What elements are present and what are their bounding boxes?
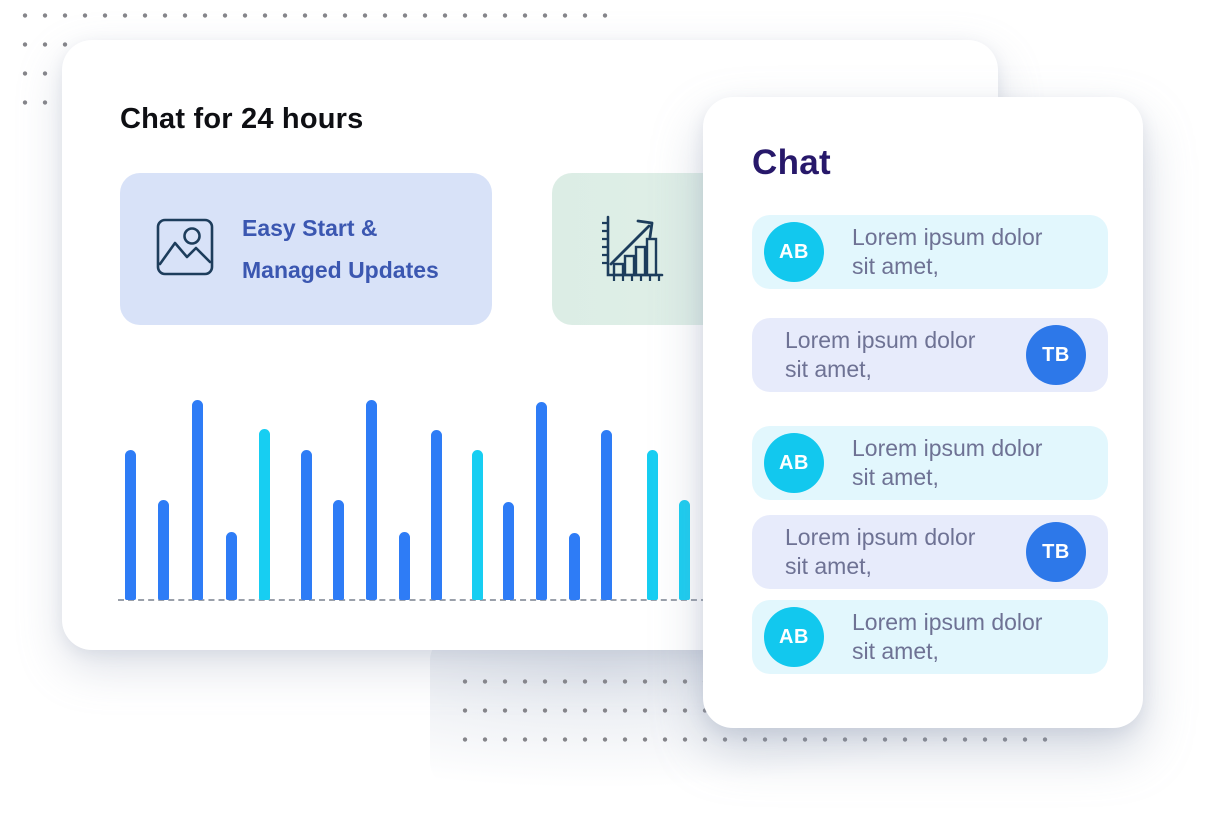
chat-title: Chat (752, 143, 831, 182)
chart-bar (333, 500, 344, 600)
chart-bar (503, 502, 514, 600)
chart-bar (366, 400, 377, 600)
chart-bar (472, 450, 483, 600)
message-text: Lorem ipsum dolor sit amet, (785, 327, 976, 382)
chat-message[interactable]: AB Lorem ipsum dolor sit amet, (752, 600, 1108, 674)
avatar: TB (1026, 325, 1086, 385)
chart-bar (158, 500, 169, 600)
chart-bar (125, 450, 136, 600)
chart-bar (536, 402, 547, 600)
chart-bar (192, 400, 203, 600)
chart-bar (679, 500, 690, 600)
chart-bar (259, 429, 270, 600)
chat-message[interactable]: AB Lorem ipsum dolor sit amet, (752, 215, 1108, 289)
message-text: Lorem ipsum dolor sit amet, (852, 224, 1043, 279)
chart-bar (431, 430, 442, 600)
message-text: Lorem ipsum dolor sit amet, (852, 609, 1043, 664)
image-icon (155, 217, 215, 282)
chat-message[interactable]: AB Lorem ipsum dolor sit amet, (752, 426, 1108, 500)
feature-label-line2: Managed Updates (242, 257, 439, 283)
feature-tile-easy-start[interactable]: Easy Start & Managed Updates (120, 173, 492, 325)
avatar: AB (764, 607, 824, 667)
growth-chart-icon (594, 211, 666, 288)
chart-bar (226, 532, 237, 600)
chart-baseline (118, 599, 707, 601)
chat-panel: Chat AB Lorem ipsum dolor sit amet, Lore… (703, 97, 1143, 728)
avatar: TB (1026, 522, 1086, 582)
avatar: AB (764, 433, 824, 493)
feature-label-line1: Easy Start & (242, 215, 378, 241)
page-title: Chat for 24 hours (120, 103, 364, 135)
message-text: Lorem ipsum dolor sit amet, (852, 435, 1043, 490)
message-text: Lorem ipsum dolor sit amet, (785, 524, 976, 579)
chart-bar (601, 430, 612, 600)
chart-bar (569, 533, 580, 600)
chart-bar (647, 450, 658, 600)
chart-bar (399, 532, 410, 600)
chat-message[interactable]: Lorem ipsum dolor sit amet, TB (752, 515, 1108, 589)
chat-message[interactable]: Lorem ipsum dolor sit amet, TB (752, 318, 1108, 392)
feature-label: Easy Start & Managed Updates (242, 207, 439, 291)
avatar: AB (764, 222, 824, 282)
chart-bar (301, 450, 312, 600)
